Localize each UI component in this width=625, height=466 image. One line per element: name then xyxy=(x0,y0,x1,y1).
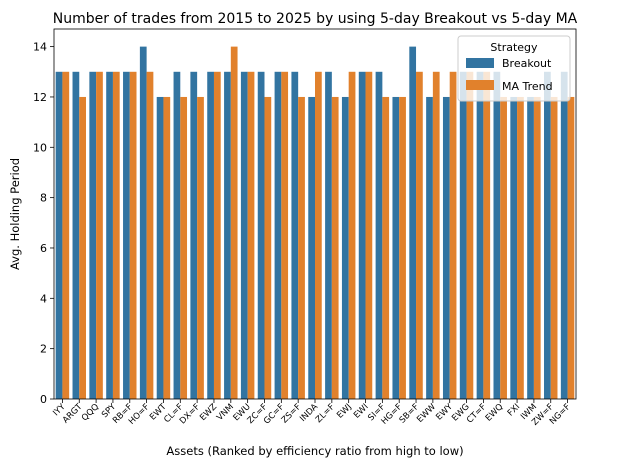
bar-ma-trend-sb-f xyxy=(416,71,423,399)
y-tick-label: 14 xyxy=(33,41,47,54)
bar-ma-trend-fxi xyxy=(517,96,524,400)
bar-breakout-argt xyxy=(72,71,80,399)
bar-ma-trend-dx-f xyxy=(197,96,204,400)
y-tick-label: 0 xyxy=(40,393,47,406)
y-tick-label: 10 xyxy=(33,141,47,154)
bar-ma-trend-argt xyxy=(79,96,86,400)
y-axis: 0 2 4 6 8 10 12 14 xyxy=(33,41,54,406)
bar-breakout-sb-f xyxy=(409,46,417,400)
x-tick-label-ewj: EWJ xyxy=(335,402,354,421)
bar-ma-trend-zw-f xyxy=(550,96,558,400)
bar-ma-trend-ng-f xyxy=(567,96,575,400)
y-tick-label: 8 xyxy=(40,192,47,205)
bar-breakout-hg-f xyxy=(392,96,400,400)
x-axis: IYYARGTQQQSPYRB=FHO=FEWTCL=FDX=FEWZVNMEW… xyxy=(51,399,573,428)
bar-breakout-ewz xyxy=(207,71,214,399)
bar-ma-trend-ewz xyxy=(213,71,221,399)
bar-ma-trend-spy xyxy=(112,71,120,399)
bar-breakout-qqq xyxy=(89,71,97,399)
x-tick-label-ct-f: CT=F xyxy=(465,402,489,426)
legend-swatch-ma-trend xyxy=(466,80,494,90)
y-tick-label: 2 xyxy=(40,343,47,356)
bar-ma-trend-ewy xyxy=(449,71,457,399)
bar-ma-trend-ewq xyxy=(500,96,507,400)
bar-breakout-iyy xyxy=(55,71,63,399)
bar-ma-trend-ct-f xyxy=(483,71,491,399)
bar-ma-trend-iyy xyxy=(62,71,70,399)
plot-frame xyxy=(53,28,577,400)
bar-breakout-ct-f xyxy=(476,71,484,399)
bar-breakout-ewt xyxy=(156,96,164,400)
bar-ma-trend-cl-f xyxy=(180,96,188,400)
legend-title: Strategy xyxy=(490,41,538,54)
bar-breakout-ewu xyxy=(240,71,248,399)
bar-breakout-cl-f xyxy=(173,71,181,399)
bar-ma-trend-eww xyxy=(432,71,440,399)
y-tick-label: 4 xyxy=(40,292,47,305)
bar-ma-trend-zs-f xyxy=(298,96,305,400)
bars-layer xyxy=(55,46,575,400)
bar-breakout-gc-f xyxy=(274,71,282,399)
bar-ma-trend-hg-f xyxy=(399,96,406,400)
bar-ma-trend-rb-f xyxy=(129,71,137,399)
bar-breakout-iwm xyxy=(527,96,534,400)
bar-ma-trend-inda xyxy=(315,71,322,399)
x-tick-label-qqq: QQQ xyxy=(80,402,101,423)
bar-ma-trend-ewg xyxy=(466,71,474,399)
x-tick-label-eww: EWW xyxy=(415,402,438,425)
chart-title: Number of trades from 2015 to 2025 by us… xyxy=(53,11,578,27)
bar-breakout-ewq xyxy=(493,71,501,399)
bar-ma-trend-zl-f xyxy=(331,96,339,400)
x-tick-label-sb-f: SB=F xyxy=(398,402,422,426)
x-tick-label-vnm: VNM xyxy=(215,402,236,423)
y-axis-label: Avg. Holding Period xyxy=(8,158,22,270)
y-tick-label: 12 xyxy=(33,91,47,104)
bar-breakout-ewi xyxy=(358,71,366,399)
bar-breakout-fxi xyxy=(510,96,518,400)
bar-breakout-ewj xyxy=(341,96,349,400)
bar-breakout-zc-f xyxy=(257,71,265,399)
bar-ma-trend-ewu xyxy=(247,71,255,399)
legend-label-breakout: Breakout xyxy=(502,57,552,70)
bar-breakout-vnm xyxy=(224,71,231,399)
bar-ma-trend-iwm xyxy=(533,96,541,400)
bar-breakout-ewg xyxy=(459,71,467,399)
bar-breakout-zl-f xyxy=(325,71,332,399)
bar-breakout-ng-f xyxy=(560,71,568,399)
y-tick-label: 6 xyxy=(40,242,47,255)
legend-label-ma-trend: MA Trend xyxy=(502,80,553,93)
x-tick-label-zs-f: ZS=F xyxy=(280,402,304,426)
bar-ma-trend-ewt xyxy=(163,96,171,400)
bar-ma-trend-gc-f xyxy=(281,71,289,399)
x-tick-label-ewz: EWZ xyxy=(198,402,219,423)
bar-breakout-inda xyxy=(308,96,315,400)
bar-ma-trend-vnm xyxy=(230,46,238,400)
bar-breakout-zs-f xyxy=(291,71,299,399)
legend: Strategy Breakout MA Trend xyxy=(457,35,571,102)
bar-ma-trend-ho-f xyxy=(146,71,154,399)
x-axis-label: Assets (Ranked by efficiency ratio from … xyxy=(166,444,463,458)
bar-breakout-ewy xyxy=(442,96,450,400)
bar-ma-trend-qqq xyxy=(96,71,103,399)
bar-breakout-dx-f xyxy=(190,71,198,399)
bar-breakout-si-f xyxy=(375,71,383,399)
bar-breakout-rb-f xyxy=(123,71,130,399)
legend-swatch-breakout xyxy=(466,58,494,68)
bar-breakout-spy xyxy=(106,71,113,399)
bar-ma-trend-ewj xyxy=(348,71,356,399)
bar-ma-trend-si-f xyxy=(382,96,390,400)
bar-ma-trend-zc-f xyxy=(264,96,272,400)
bar-breakout-zw-f xyxy=(544,71,551,399)
bar-breakout-ho-f xyxy=(139,46,147,400)
x-tick-label-zl-f: ZL=F xyxy=(314,402,337,425)
bar-breakout-eww xyxy=(426,96,433,400)
x-tick-label-ewq: EWQ xyxy=(484,402,506,424)
bar-ma-trend-ewi xyxy=(365,71,373,399)
